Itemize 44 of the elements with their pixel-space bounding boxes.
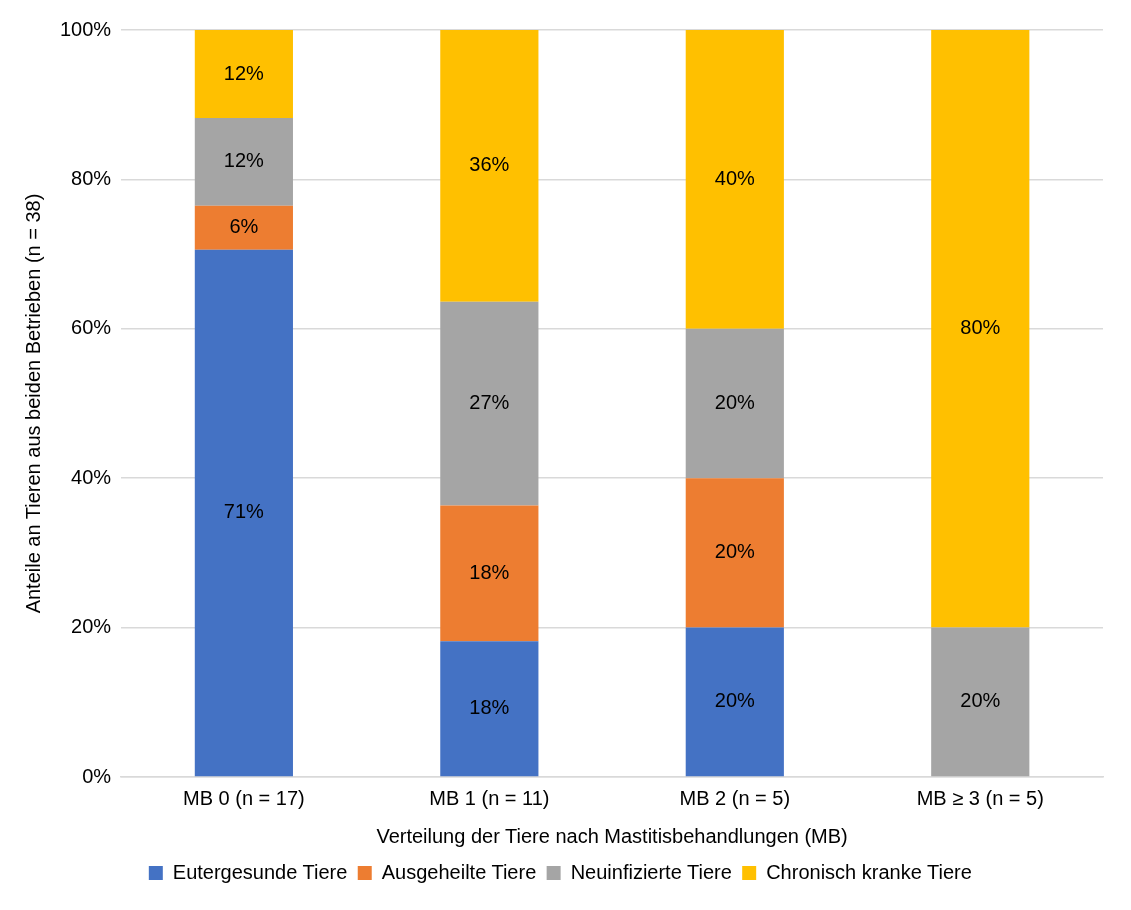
data-label: 12%	[223, 149, 265, 172]
bar	[685, 627, 784, 777]
bar	[440, 641, 539, 777]
legend-label: Eutergesunde Tiere	[172, 860, 348, 883]
bar	[440, 301, 539, 506]
data-label: 18%	[469, 560, 510, 583]
x-tick-label: MB 1 (n = 11)	[429, 786, 550, 809]
y-tick-label: 60%	[71, 316, 112, 339]
legend-label: Ausgeheilte Tiere	[381, 860, 537, 883]
bar	[931, 30, 1030, 628]
bar	[194, 30, 293, 118]
x-tick-label: MB 0 (n = 17)	[183, 786, 305, 809]
data-label: 20%	[960, 689, 1001, 712]
bar	[440, 505, 539, 642]
bar	[931, 627, 1030, 777]
bar	[194, 249, 293, 777]
bar	[440, 30, 539, 302]
data-label: 27%	[469, 391, 510, 414]
bar	[685, 328, 784, 479]
legend-label: Chronisch kranke Tiere	[766, 860, 972, 883]
bar	[194, 117, 293, 206]
y-tick-label: 80%	[71, 166, 112, 189]
data-label: 71%	[223, 500, 265, 523]
data-label: 80%	[960, 316, 1001, 339]
y-tick-label: 20%	[71, 615, 112, 638]
y-tick-label: 100%	[60, 17, 112, 40]
y-tick-label: 0%	[82, 764, 112, 787]
data-label: 12%	[223, 61, 265, 84]
x-tick-label: MB ≥ 3 (n = 5)	[916, 786, 1044, 809]
data-label: 18%	[469, 696, 510, 719]
data-label: 6%	[229, 215, 259, 238]
bar	[685, 478, 784, 628]
bar	[685, 30, 784, 329]
data-label: 20%	[714, 689, 756, 712]
data-label: 20%	[714, 391, 756, 414]
data-label: 40%	[714, 166, 756, 189]
legend-label: Neuinfizierte Tiere	[570, 860, 732, 883]
data-label: 36%	[469, 153, 510, 176]
y-axis-title: Anteile an Tieren aus beiden Betrieben (n = 38)	[21, 193, 44, 614]
y-tick-label: 40%	[71, 465, 112, 488]
data-label: 20%	[714, 540, 756, 563]
x-axis-title: Verteilung der Tiere nach Mastitisbehandlungen (MB)	[376, 824, 848, 847]
x-tick-label: MB 2 (n = 5)	[679, 786, 791, 809]
bar	[194, 205, 293, 250]
